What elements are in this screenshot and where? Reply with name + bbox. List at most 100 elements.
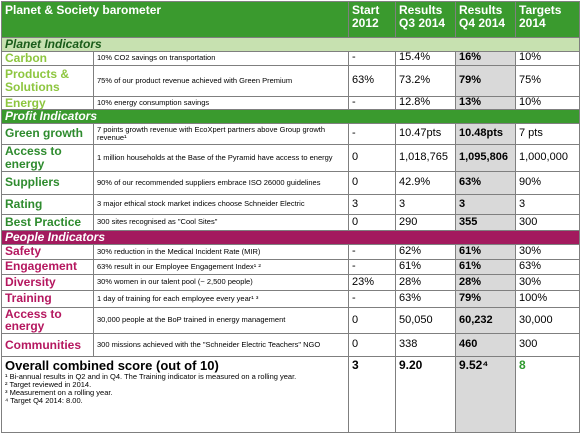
indicator-description: 63% result in our Employee Engagement In… (93, 258, 349, 275)
indicator-name: Access to energy (1, 143, 94, 172)
target-value: 30% (515, 243, 580, 260)
start-value: 63% (348, 64, 396, 97)
q4-value: 61% (455, 258, 516, 275)
column-header: Targets 2014 (515, 1, 580, 38)
target-value: 1,000,000 (515, 143, 580, 172)
start-value: 0 (348, 332, 396, 357)
section-title: Planet Indicators (1, 37, 580, 52)
q3-value: 62% (395, 243, 456, 260)
indicator-description: 75% of our product revenue achieved with… (93, 64, 349, 97)
q4-value: 28% (455, 273, 516, 291)
indicator-row: Green growth 7 points growth revenue with… (1, 122, 580, 145)
q4-value: 79% (455, 289, 516, 308)
q4-value: 3 (455, 193, 516, 215)
q4-value: 79% (455, 64, 516, 97)
column-header: Start 2012 (348, 1, 396, 38)
section-row: People Indicators (1, 229, 580, 245)
overall-target: 8 (515, 355, 580, 433)
target-value: 30% (515, 273, 580, 291)
section-title: Profit Indicators (1, 109, 580, 124)
indicator-row: Access to energy 1 million households at … (1, 143, 580, 172)
indicator-row: Products & Solutions 75% of our product r… (1, 64, 580, 97)
target-value: 300 (515, 213, 580, 231)
indicator-name: Products & Solutions (1, 64, 94, 97)
indicator-row: Safety 30% reduction in the Medical Incid… (1, 243, 580, 260)
indicator-name: Carbon (1, 50, 94, 66)
indicator-name: Diversity (1, 273, 94, 291)
q3-value: 73.2% (395, 64, 456, 97)
column-header: Results Q4 2014 (455, 1, 516, 38)
indicator-name: Engagement (1, 258, 94, 275)
q3-value: 28% (395, 273, 456, 291)
overall-q4: 9.52⁴ (455, 355, 516, 433)
indicator-description: 7 points growth revenue with EcoXpert pa… (93, 122, 349, 145)
start-value: 0 (348, 143, 396, 172)
footnote: ³ Measurement on a rolling year. (5, 388, 113, 398)
indicator-name: Green growth (1, 122, 94, 145)
footnote: ⁴ Target Q4 2014: 8.00. (5, 396, 83, 406)
q4-value: 10.48pts (455, 122, 516, 145)
indicator-row: Rating 3 major ethical stock market indic… (1, 193, 580, 215)
q3-value: 61% (395, 258, 456, 275)
start-value: - (348, 243, 396, 260)
start-value: - (348, 95, 396, 111)
indicator-name: Rating (1, 193, 94, 215)
indicator-row: Engagement 63% result in our Employee Eng… (1, 258, 580, 275)
column-header: Results Q3 2014 (395, 1, 456, 38)
indicator-description: 300 missions achieved with the "Schneide… (93, 332, 349, 357)
indicator-description: 90% of our recommended suppliers embrace… (93, 170, 349, 195)
q3-value: 290 (395, 213, 456, 231)
start-value: - (348, 50, 396, 66)
start-value: 3 (348, 193, 396, 215)
q3-value: 12.8% (395, 95, 456, 111)
footnote: ² Target reviewed in 2014. (5, 379, 92, 389)
header-title: Planet & Society barometer (1, 1, 349, 38)
q3-value: 63% (395, 289, 456, 308)
indicator-row: Energy 10% energy consumption savings -12.… (1, 95, 580, 111)
indicator-row: Communities 300 missions achieved with th… (1, 332, 580, 357)
start-value: 23% (348, 273, 396, 291)
indicator-name: Training (1, 289, 94, 308)
start-value: - (348, 289, 396, 308)
target-value: 63% (515, 258, 580, 275)
indicator-row: Training 1 day of training for each emplo… (1, 289, 580, 308)
indicator-name: Access to energy (1, 306, 94, 334)
indicator-description: 10% energy consumption savings (93, 95, 349, 111)
q4-value: 1,095,806 (455, 143, 516, 172)
indicator-name: Communities (1, 332, 94, 357)
indicator-row: Access to energy 30,000 people at the BoP… (1, 306, 580, 334)
indicator-description: 300 sites recognised as "Cool Sites" (93, 213, 349, 231)
indicator-name: Energy (1, 95, 94, 111)
q3-value: 10.47pts (395, 122, 456, 145)
overall-row: Overall combined score (out of 10) ¹ Bi-a… (1, 355, 580, 433)
q3-value: 3 (395, 193, 456, 215)
target-value: 7 pts (515, 122, 580, 145)
indicator-row: Suppliers 90% of our recommended supplier… (1, 170, 580, 195)
target-value: 100% (515, 289, 580, 308)
section-row: Planet Indicators (1, 37, 580, 52)
indicator-name: Safety (1, 243, 94, 260)
indicator-description: 10% CO2 savings on transportation (93, 50, 349, 66)
indicator-row: Carbon 10% CO2 savings on transportation -… (1, 50, 580, 66)
q3-value: 338 (395, 332, 456, 357)
start-value: 0 (348, 170, 396, 195)
q4-value: 60,232 (455, 306, 516, 334)
indicator-description: 1 day of training for each employee ever… (93, 289, 349, 308)
section-title: People Indicators (1, 229, 580, 245)
start-value: - (348, 122, 396, 145)
q3-value: 1,018,765 (395, 143, 456, 172)
q3-value: 42.9% (395, 170, 456, 195)
q4-value: 355 (455, 213, 516, 231)
footnote: ¹ Bi-annual results in Q2 and in Q4. The… (5, 371, 297, 381)
target-value: 10% (515, 50, 580, 66)
q4-value: 460 (455, 332, 516, 357)
q4-value: 63% (455, 170, 516, 195)
target-value: 3 (515, 193, 580, 215)
target-value: 90% (515, 170, 580, 195)
overall-q3: 9.20 (395, 355, 456, 433)
target-value: 10% (515, 95, 580, 111)
target-value: 30,000 (515, 306, 580, 334)
target-value: 75% (515, 64, 580, 97)
